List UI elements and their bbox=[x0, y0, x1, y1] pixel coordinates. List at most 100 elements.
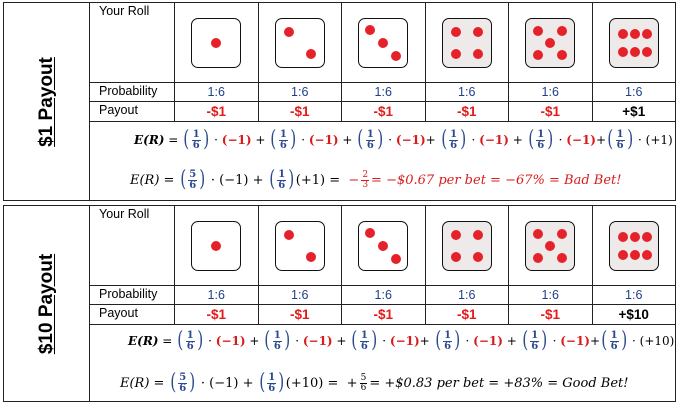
term-value: (+1) bbox=[295, 172, 326, 188]
frac-den: 6 bbox=[616, 139, 624, 151]
frac-num: 1 bbox=[277, 168, 287, 181]
payout-value: -$1 bbox=[342, 102, 426, 121]
frac-num: 1 bbox=[185, 329, 195, 342]
payout-value: -$1 bbox=[509, 102, 593, 121]
probability-label: Probability bbox=[90, 83, 175, 101]
result-text: = −$0.67 per bet = −67% = Bad Bet! bbox=[371, 172, 622, 188]
probability-value: 1:6 bbox=[259, 286, 342, 304]
payout-value: -$1 bbox=[426, 102, 509, 121]
payout-value: -$1 bbox=[509, 305, 593, 324]
payout-row: Payout -$1 -$1 -$1 -$1 -$1 +$1 bbox=[90, 102, 675, 122]
probability-value: 1:6 bbox=[625, 85, 643, 99]
frac-num: 1 bbox=[359, 329, 369, 342]
frac-num: 5 bbox=[188, 168, 198, 181]
term-value: (−1) bbox=[395, 133, 426, 147]
probability-row: Probability 1:6 1:6 1:6 1:6 1:6 1:6 bbox=[90, 83, 675, 102]
roll-row: Your Roll bbox=[90, 3, 675, 83]
term-value: (−1) bbox=[221, 133, 252, 147]
result-text: = +$0.83 per bet = +83% = Good Bet! bbox=[369, 375, 629, 391]
payout-value: -$1 bbox=[426, 305, 509, 324]
frac-num: 1 bbox=[365, 128, 375, 141]
frac-den: 6 bbox=[610, 340, 618, 352]
term-value: (−1) bbox=[566, 133, 596, 147]
frac-den: 6 bbox=[278, 179, 286, 191]
roll-label: Your Roll bbox=[90, 206, 175, 285]
term-value: (−1) bbox=[209, 375, 239, 391]
expected-value-area: E(R) = (1 6) · (−1) + (1 6) · (−1) + (1 6) … bbox=[90, 123, 675, 201]
probability-value: 1:6 bbox=[175, 286, 259, 304]
panel-title: $1 Payout bbox=[35, 56, 57, 147]
frac-num: 1 bbox=[272, 329, 282, 342]
die-face-5 bbox=[525, 17, 576, 68]
payout-value: -$1 bbox=[259, 305, 342, 324]
probability-value: 1:6 bbox=[426, 286, 509, 304]
frac-den: 6 bbox=[444, 340, 452, 352]
frac-den: 6 bbox=[279, 139, 287, 151]
result-frac-den: 3 bbox=[362, 179, 369, 190]
frac-den: 6 bbox=[366, 139, 374, 151]
term-value: (−1) bbox=[560, 334, 590, 348]
frac-num: 1 bbox=[267, 371, 277, 384]
term-value: (+10) bbox=[285, 375, 324, 391]
side-label-cell: $10 Payout bbox=[4, 206, 90, 401]
roll-row: Your Roll bbox=[90, 206, 675, 286]
frac-num: 1 bbox=[278, 128, 288, 141]
die-face-2 bbox=[274, 17, 325, 68]
frac-den: 6 bbox=[537, 139, 545, 151]
frac-den: 6 bbox=[450, 139, 458, 151]
expected-value-formula-full: E(R) = (1 6) · (−1) + (1 6) · (−1) + (1 6) … bbox=[128, 328, 675, 353]
die-face-5 bbox=[525, 220, 576, 271]
term-value: (+1) bbox=[645, 133, 673, 147]
die-face-3 bbox=[358, 220, 409, 271]
frac-den: 6 bbox=[268, 382, 276, 394]
side-label-cell: $1 Payout bbox=[4, 3, 90, 200]
frac-den: 6 bbox=[360, 340, 368, 352]
probability-value: 1:6 bbox=[509, 286, 593, 304]
frac-num: 1 bbox=[443, 329, 453, 342]
die-face-1 bbox=[191, 220, 242, 271]
die-face-4 bbox=[441, 17, 492, 68]
die-face-6 bbox=[608, 17, 659, 68]
term-value: (−1) bbox=[302, 334, 333, 348]
term-value: (−1) bbox=[473, 334, 503, 348]
expected-value-formula-full: E(R) = (1 6) · (−1) + (1 6) · (−1) + (1 6) … bbox=[134, 127, 673, 152]
payout-label: Payout bbox=[90, 102, 175, 121]
term-value: (+10) bbox=[639, 334, 675, 348]
probability-row: Probability 1:6 1:6 1:6 1:6 1:6 1:6 bbox=[90, 286, 675, 305]
probability-value: 1:6 bbox=[625, 288, 643, 302]
probability-value: 1:6 bbox=[342, 286, 426, 304]
frac-num: 1 bbox=[191, 128, 201, 141]
payout-row: Payout -$1 -$1 -$1 -$1 -$1 +$10 bbox=[90, 305, 675, 325]
payout-value: -$1 bbox=[342, 305, 426, 324]
formula-lhs: E(R) bbox=[120, 375, 150, 391]
frac-num: 1 bbox=[530, 329, 540, 342]
frac-num: 1 bbox=[615, 128, 625, 141]
die-face-1 bbox=[191, 17, 242, 68]
die-face-6 bbox=[608, 220, 659, 271]
result-frac-den: 6 bbox=[360, 382, 367, 393]
die-face-3 bbox=[358, 17, 409, 68]
probability-value: 1:6 bbox=[342, 83, 426, 101]
term-value: (−1) bbox=[308, 133, 339, 147]
frac-den: 6 bbox=[189, 179, 197, 191]
frac-num: 1 bbox=[609, 329, 619, 342]
probability-value: 1:6 bbox=[509, 83, 593, 101]
probability-label: Probability bbox=[90, 286, 175, 304]
term-value: (−1) bbox=[389, 334, 420, 348]
payout-panel-2: $10 Payout Your Roll Probability bbox=[3, 205, 676, 402]
frac-den: 6 bbox=[186, 340, 194, 352]
probability-value: 1:6 bbox=[175, 83, 259, 101]
frac-num: 5 bbox=[178, 371, 188, 384]
payout-label: Payout bbox=[90, 305, 175, 324]
frac-den: 6 bbox=[179, 382, 187, 394]
probability-value: 1:6 bbox=[259, 83, 342, 101]
term-value: (−1) bbox=[215, 334, 246, 348]
frac-num: 1 bbox=[536, 128, 546, 141]
term-value: (−1) bbox=[479, 133, 509, 147]
roll-label: Your Roll bbox=[90, 3, 175, 82]
frac-den: 6 bbox=[273, 340, 281, 352]
result-sign: + bbox=[346, 375, 358, 391]
formula-lhs: E(R) bbox=[134, 133, 165, 147]
payout-value-win: +$10 bbox=[618, 307, 649, 322]
